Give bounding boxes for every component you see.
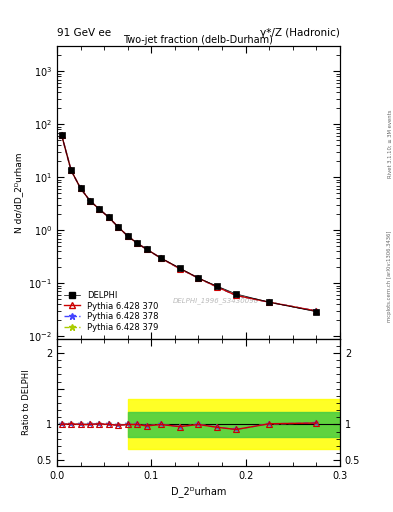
Text: DELPHI_1996_S3430090: DELPHI_1996_S3430090: [172, 297, 259, 304]
Text: 91 GeV ee: 91 GeV ee: [57, 28, 111, 38]
Text: γ*/Z (Hadronic): γ*/Z (Hadronic): [260, 28, 340, 38]
Y-axis label: N dσ/dD_2ᴰurham: N dσ/dD_2ᴰurham: [14, 152, 23, 232]
Text: mcplots.cern.ch [arXiv:1306.3436]: mcplots.cern.ch [arXiv:1306.3436]: [387, 231, 392, 322]
X-axis label: D_2ᴰurham: D_2ᴰurham: [171, 486, 226, 497]
Text: Rivet 3.1.10; ≥ 3M events: Rivet 3.1.10; ≥ 3M events: [387, 109, 392, 178]
Title: Two-jet fraction (delb-Durham): Two-jet fraction (delb-Durham): [123, 35, 274, 45]
Legend: DELPHI, Pythia 6.428 370, Pythia 6.428 378, Pythia 6.428 379: DELPHI, Pythia 6.428 370, Pythia 6.428 3…: [61, 289, 161, 334]
Y-axis label: Ratio to DELPHI: Ratio to DELPHI: [22, 370, 31, 435]
